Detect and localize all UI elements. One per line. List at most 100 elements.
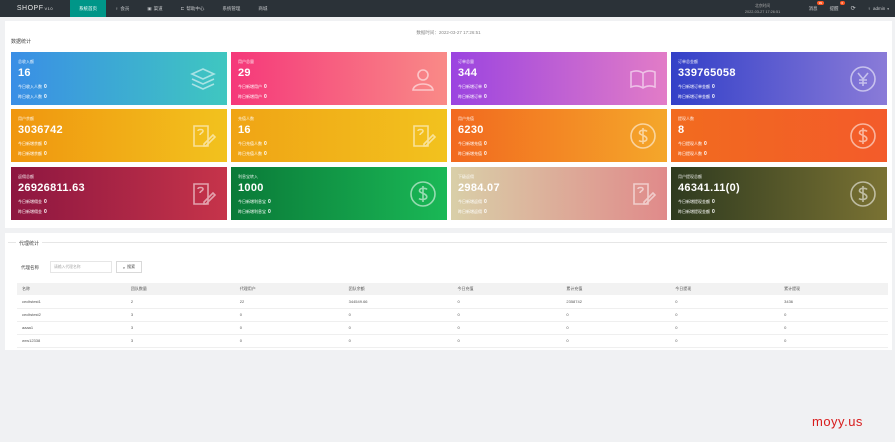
refresh-icon[interactable]: ⟳: [850, 6, 856, 12]
channel-table: 名称 团队数量 代理用户 团队余额 今日充值 累计充值 今日提现 累计提现 cecltstes…: [17, 283, 888, 348]
card-title: 用户提现总额: [678, 174, 702, 179]
table-cell: 3436: [779, 295, 888, 309]
table-cell: 3: [125, 321, 235, 335]
update-time: 数据时间：2022-03-27 17:26:51: [416, 30, 481, 35]
nav-item-mall[interactable]: 商城: [249, 0, 276, 17]
card-today-value: 0: [484, 141, 487, 147]
nav-item-channel[interactable]: ▣ 渠道: [138, 0, 171, 17]
card-today: 今日充值人数 0: [238, 141, 267, 147]
table-header-cell: 代理用户: [234, 283, 344, 295]
card-yesterday-value: 0: [484, 151, 487, 157]
search-button-label: 搜索: [127, 264, 136, 269]
table-row[interactable]: aaaa1 3 0 0 0 0 0 0: [17, 321, 888, 335]
card-value: 339765058: [678, 67, 736, 79]
card-today: 今日提现人数 0: [678, 141, 707, 147]
card-title: 充值人数: [238, 116, 254, 121]
table-cell: 0: [779, 321, 888, 335]
edit-icon: [409, 122, 437, 150]
search-button[interactable]: ⌕ 搜索: [116, 261, 142, 273]
notices-badge: 0: [839, 1, 845, 5]
logo-text: SHOPF: [16, 5, 44, 12]
card-yesterday: 昨日新增订单金额 0: [678, 94, 715, 100]
card-yesterday-label: 昨日提现人数: [678, 151, 702, 156]
stat-card: 利息宝转入 1000 今日新增利息宝 0 昨日新增利息宝 0: [231, 167, 447, 220]
table-row[interactable]: cecltstest1 2 22 344549.66 0 2358742 0 3436: [17, 295, 888, 309]
card-value: 2984.07: [458, 182, 500, 194]
table-cell: wrw12338: [17, 334, 126, 348]
card-today-label: 今日新增提现金额: [678, 199, 710, 204]
table-cell: 3: [125, 334, 235, 348]
table-cell: 3: [125, 308, 235, 322]
table-header-cell: 今日提现: [670, 283, 780, 295]
table-row[interactable]: cecltstest2 3 0 0 0 0 0 0: [17, 308, 888, 322]
card-today-value: 0: [264, 141, 267, 147]
layers-icon: [189, 65, 217, 93]
card-today-value: 0: [484, 84, 487, 90]
table-body: cecltstest1 2 22 344549.66 0 2358742 0 3436 cecl…: [17, 295, 888, 348]
card-value: 6230: [458, 124, 484, 136]
card-today-label: 今日新增佣金: [18, 199, 42, 204]
table-cell: 0: [561, 308, 671, 322]
user-name: admin: [872, 6, 886, 11]
table-cell: 0: [234, 308, 344, 322]
nav-item-help[interactable]: ⊏ 帮助中心: [172, 0, 214, 17]
user-icon: [409, 65, 437, 93]
card-yesterday-value: 0: [264, 94, 267, 100]
card-yesterday-label: 昨日新增利息宝: [238, 209, 266, 214]
card-title: 订单总金额: [678, 59, 698, 64]
card-today: 今日收入人数 0: [18, 84, 47, 90]
channel-panel: 代理统计 代理名称 请输入代理名称 ⌕ 搜索 名称 团队数量 代理用户 团队余额 今日充…: [5, 233, 892, 350]
stats-panel: 数据时间：2022-03-27 17:26:51 数据统计 总收入额 16 今日收入…: [5, 21, 892, 228]
table-header-cell: 今日充值: [452, 283, 562, 295]
card-today-value: 0: [704, 141, 707, 147]
table-cell: 0: [670, 295, 780, 309]
dollar-icon: [409, 180, 437, 208]
notices-button[interactable]: 提醒 0: [824, 0, 845, 17]
dollar-icon: [849, 180, 877, 208]
card-today-label: 今日新增用户: [238, 84, 262, 89]
card-title: 总收入额: [18, 59, 34, 64]
table-header-row: 名称 团队数量 代理用户 团队余额 今日充值 累计充值 今日提现 累计提现: [17, 283, 888, 295]
nav-label: 渠道: [153, 5, 163, 11]
table-cell: cecltstest1: [17, 295, 126, 309]
nav-item-member[interactable]: ♀ 会员: [106, 0, 138, 17]
card-yesterday: 昨日新增佣金 0: [18, 209, 47, 215]
stat-card: 用户充值 6230 今日新增充值 0 昨日新增充值 0: [451, 109, 667, 162]
card-today-label: 今日收入人数: [18, 84, 42, 89]
table-cell: 2358742: [561, 295, 671, 309]
card-today-value: 0: [44, 84, 47, 90]
app-logo[interactable]: SHOPF V10: [0, 0, 70, 17]
card-value: 8: [678, 124, 685, 136]
messages-button[interactable]: 消息 99: [803, 0, 824, 17]
table-cell: 0: [343, 334, 453, 348]
stat-card: 返佣总额 26926811.63 今日新增佣金 0 昨日新增佣金 0: [11, 167, 227, 220]
table-row[interactable]: wrw12338 3 0 0 0 0 0 0: [17, 334, 888, 348]
chevron-down-icon: ▾: [887, 6, 889, 11]
table-cell: 2: [125, 295, 235, 309]
card-yesterday-label: 昨日充值人数: [238, 151, 262, 156]
card-today-label: 今日新增订单金额: [678, 84, 710, 89]
card-yesterday: 昨日收入人数 0: [18, 94, 47, 100]
top-bar: SHOPF V10 系统首页 ♀ 会员 ▣ 渠道 ⊏ 帮助中心 系统管理 商城 北京时间…: [0, 0, 895, 17]
nav-item-system[interactable]: 系统管理: [213, 0, 249, 17]
user-menu[interactable]: ♀ admin ▾: [862, 0, 895, 17]
main-nav: 系统首页 ♀ 会员 ▣ 渠道 ⊏ 帮助中心 系统管理 商城: [70, 0, 276, 17]
card-title: 利息宝转入: [238, 174, 258, 179]
card-today-label: 今日提现人数: [678, 141, 702, 146]
card-yesterday-value: 0: [484, 94, 487, 100]
card-yesterday: 昨日新增提现金额 0: [678, 209, 715, 215]
card-today: 今日新增充值 0: [458, 141, 487, 147]
table-cell: 0: [670, 321, 780, 335]
table-cell: 0: [670, 334, 780, 348]
table-header-cell: 团队数量: [125, 283, 235, 295]
stat-card: 用户总量 29 今日新增用户 0 昨日新增用户 0: [231, 52, 447, 105]
card-yesterday-value: 0: [268, 209, 271, 215]
edit-icon: [629, 180, 657, 208]
stat-card: 提现人数 8 今日提现人数 0 昨日提现人数 0: [671, 109, 887, 162]
card-yesterday-label: 昨日收入人数: [18, 94, 42, 99]
nav-item-home[interactable]: 系统首页: [70, 0, 106, 17]
card-today: 今日新增订单 0: [458, 84, 487, 90]
card-today: 今日新增用户 0: [238, 84, 267, 90]
search-input[interactable]: 请输入代理名称: [50, 261, 112, 273]
stat-card: 用户余额 3036742 今日新增余额 0 昨日新增余额 0: [11, 109, 227, 162]
